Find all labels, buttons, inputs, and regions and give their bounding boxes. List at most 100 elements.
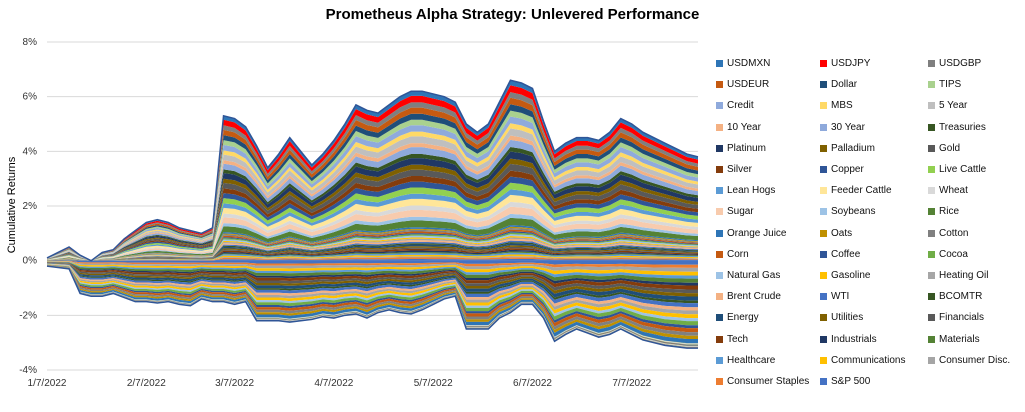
legend-swatch xyxy=(928,314,935,322)
legend-item: USDGBP xyxy=(928,58,981,69)
area-neg-consumer-disc- xyxy=(47,261,698,272)
legend-swatch xyxy=(716,356,723,364)
y-tick-label: 6% xyxy=(23,92,38,103)
y-tick-label: -2% xyxy=(19,310,37,321)
legend-label: Palladium xyxy=(831,142,875,154)
x-tick-label: 2/7/2022 xyxy=(127,378,166,389)
area-pos-consumer-disc- xyxy=(47,256,698,261)
legend-swatch xyxy=(716,208,723,216)
area-pos-coffee xyxy=(47,231,698,261)
area-pos-healthcare xyxy=(47,252,698,261)
legend-label: Consumer Disc. xyxy=(939,354,1011,366)
legend-label: Copper xyxy=(831,164,864,175)
x-tick-label: 5/7/2022 xyxy=(414,378,453,389)
legend-label: Live Cattle xyxy=(939,164,987,175)
legend-swatch xyxy=(928,356,935,364)
legend-label: Utilities xyxy=(831,312,864,324)
legend-label: Rice xyxy=(939,206,960,218)
legend-label: MBS xyxy=(831,100,853,112)
area-neg-s-p-500 xyxy=(47,260,698,265)
y-tick-label: 2% xyxy=(23,201,38,212)
legend-swatch xyxy=(820,60,827,67)
legend-item: Platinum xyxy=(716,143,766,154)
legend-label: Orange Juice xyxy=(727,227,787,239)
area-pos-brent-crude xyxy=(47,238,698,261)
x-tick-label: 7/7/2022 xyxy=(612,378,651,389)
legend-item: Gold xyxy=(928,143,960,154)
area-pos-mbs xyxy=(47,123,698,261)
legend-label: Soybeans xyxy=(831,206,876,218)
total-top-line xyxy=(46,79,699,262)
area-pos-soybeans xyxy=(47,213,698,261)
legend-item: Sugar xyxy=(716,206,754,217)
legend-label: Platinum xyxy=(727,142,766,154)
area-pos-palladium xyxy=(47,158,698,261)
legend-item: Consumer Disc. xyxy=(928,355,1010,366)
area-pos-s-p-500 xyxy=(47,258,698,261)
legend-label: 10 Year xyxy=(727,121,761,133)
legend-swatch xyxy=(928,187,935,195)
area-pos-usdjpy xyxy=(47,85,698,261)
legend-label: Dollar xyxy=(831,79,858,91)
legend-label: Materials xyxy=(939,333,980,345)
legend-item: Brent Crude xyxy=(716,291,781,302)
legend-item: 5 Year xyxy=(928,100,967,111)
area-pos-orange-juice xyxy=(47,225,698,261)
legend-swatch xyxy=(928,335,935,343)
area-pos-usdgbp xyxy=(47,92,698,261)
legend-item: 10 Year xyxy=(716,122,761,133)
legend-item: Lean Hogs xyxy=(716,185,775,196)
area-pos-rice xyxy=(47,217,698,261)
area-pos-tech xyxy=(47,248,698,261)
area-pos-wheat xyxy=(47,201,698,261)
legend-item: S&P 500 xyxy=(820,376,870,387)
legend-swatch xyxy=(716,81,723,89)
legend-label: Energy xyxy=(727,312,759,324)
legend-item: Silver xyxy=(716,164,752,175)
legend-swatch xyxy=(820,102,827,110)
legend-swatch xyxy=(716,335,723,343)
legend-label: Corn xyxy=(727,248,749,260)
legend-swatch xyxy=(716,102,723,110)
area-pos-copper xyxy=(47,176,698,261)
legend-item: Materials xyxy=(928,334,980,345)
legend-label: Industrials xyxy=(831,333,877,345)
legend-swatch xyxy=(928,60,935,67)
legend-label: Natural Gas xyxy=(727,270,781,281)
legend-item: Heating Oil xyxy=(928,270,988,281)
legend-label: Brent Crude xyxy=(727,291,781,303)
legend-label: Tech xyxy=(727,333,749,345)
area-pos-lean-hogs xyxy=(47,189,698,261)
legend-label: Cocoa xyxy=(939,248,968,260)
area-pos-feeder-cattle xyxy=(47,194,698,261)
legend-swatch xyxy=(716,314,723,322)
legend-swatch xyxy=(716,60,723,67)
legend-label: Treasuries xyxy=(939,121,986,133)
legend-item: Live Cattle xyxy=(928,164,986,175)
legend-swatch xyxy=(820,272,827,279)
area-pos-utilities xyxy=(47,245,698,261)
legend-item: Communications xyxy=(820,355,905,366)
area-pos-5-year xyxy=(47,128,698,261)
legend-swatch xyxy=(820,229,827,237)
legend-swatch xyxy=(716,272,723,279)
legend-swatch xyxy=(928,144,935,152)
legend-label: BCOMTR xyxy=(939,291,983,303)
y-tick-label: 0% xyxy=(23,256,38,267)
legend-swatch xyxy=(820,335,827,343)
legend-item: Corn xyxy=(716,249,749,260)
legend-item: Oats xyxy=(820,228,852,239)
legend-label: 5 Year xyxy=(939,100,968,112)
legend-label: TIPS xyxy=(939,79,962,91)
area-pos-30-year xyxy=(47,139,698,261)
area-pos-gasoline xyxy=(47,235,698,261)
legend-swatch xyxy=(716,144,723,152)
legend-swatch xyxy=(928,123,935,131)
legend-swatch xyxy=(820,356,827,364)
legend-item: Healthcare xyxy=(716,355,775,366)
area-neg-consumer-staples xyxy=(47,260,698,268)
legend-swatch xyxy=(716,187,723,195)
legend-swatch xyxy=(928,102,935,110)
area-pos-cocoa xyxy=(47,232,698,261)
